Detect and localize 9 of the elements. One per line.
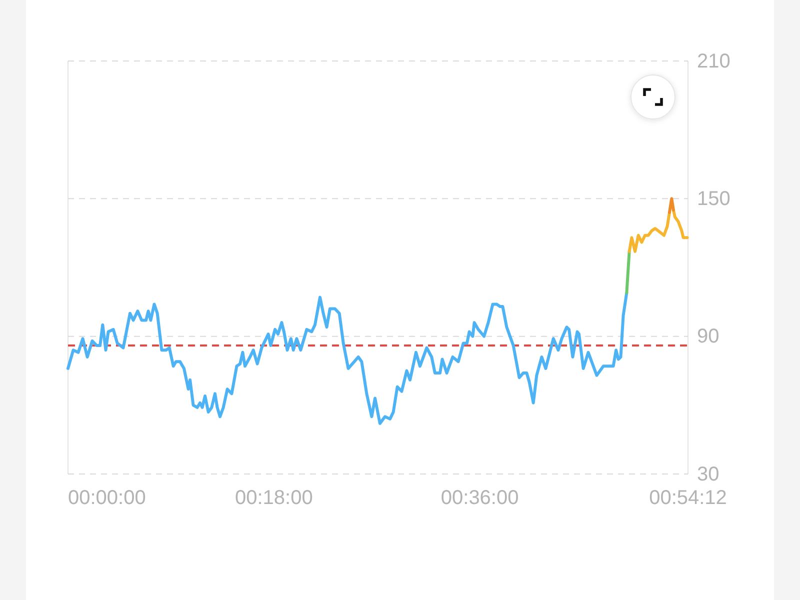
x-tick-label: 00:36:00 (440, 487, 519, 510)
line-series (66, 291, 628, 426)
x-tick-label: 00:18:00 (234, 487, 313, 510)
x-tick-label: 00:00:00 (68, 487, 146, 510)
y-tick-label: 90 (697, 326, 720, 348)
y-tick-label: 210 (697, 50, 730, 72)
y-tick-label: 150 (697, 188, 730, 210)
y-tick-label: 30 (697, 463, 720, 486)
x-tick-label: 00:54:12 (649, 487, 727, 510)
